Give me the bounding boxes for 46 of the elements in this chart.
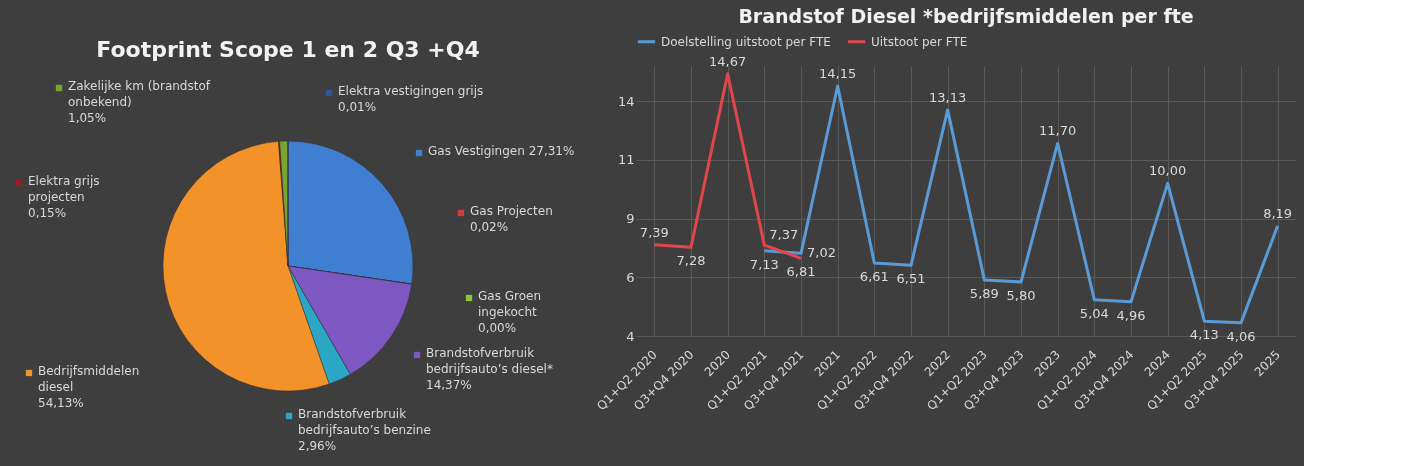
- data-label: 7,39: [639, 224, 669, 240]
- legend-label: Gas Vestigingen 27,31%: [428, 144, 575, 158]
- data-label: 7,28: [676, 253, 706, 269]
- legend-label: Brandstofverbruik bedrijfsauto’s diesel*: [426, 346, 553, 376]
- legend-label: Doelstelling uitstoot per FTE: [661, 34, 831, 49]
- data-label: 6,51: [896, 271, 926, 287]
- y-tick-label: 4: [626, 328, 635, 344]
- y-tick-label: 11: [617, 152, 635, 168]
- chart-title: Brandstof Diesel *bedrijfsmiddelen per fte: [738, 5, 1194, 27]
- text: 0,00%: [478, 321, 517, 335]
- legend-label: Brandstofverbruik bedrijfsauto’s benzine: [298, 407, 431, 437]
- y-tick-label: 6: [626, 269, 635, 285]
- y-tick-label: 9: [626, 211, 635, 227]
- legend-label: Uitstoot per FTE: [871, 34, 968, 49]
- data-label: 4,96: [1116, 307, 1146, 323]
- chart-title: Footprint Scope 1 en 2 Q3 +Q4: [96, 37, 480, 62]
- data-label: 5,89: [969, 285, 999, 301]
- data-label: 6,61: [859, 268, 889, 284]
- legend-label: Elektra grijs projecten: [28, 174, 100, 204]
- y-tick-label: 14: [617, 93, 635, 109]
- data-label: 7,02: [807, 245, 836, 261]
- data-label: 14,67: [709, 53, 747, 69]
- data-label: 6,81: [786, 264, 816, 280]
- data-label: 5,80: [1006, 288, 1036, 303]
- data-label: 7,13: [749, 256, 779, 272]
- data-label: 4,13: [1189, 327, 1219, 343]
- data-label: 13,13: [929, 89, 967, 105]
- data-label: 2,96%: [298, 439, 337, 453]
- data-label: 1,05%: [68, 111, 107, 125]
- data-label: 4,06: [1226, 328, 1256, 344]
- data-label: 11,70: [1039, 123, 1077, 139]
- data-label: 54,13%: [38, 396, 84, 410]
- data-label: 0,01%: [338, 100, 377, 114]
- legend-label: Elektra vestigingen grijs: [338, 84, 484, 98]
- data-label: 10,00: [1149, 163, 1187, 179]
- legend-label: Zakelijke km (brandstof onbekend): [68, 79, 211, 109]
- data-label: 8,19: [1263, 205, 1293, 221]
- legend-label: Bedrijfsmiddelen diesel: [38, 364, 140, 394]
- data-label: 14,37%: [426, 378, 472, 392]
- data-label: 14,15: [819, 65, 857, 81]
- data-label: 0,02%: [470, 220, 509, 234]
- legend-label: Gas Groen ingekocht: [478, 289, 542, 319]
- legend-label: Gas Projecten: [470, 204, 553, 218]
- data-label: 5,04: [1079, 305, 1109, 321]
- data-label: 7,37: [769, 227, 799, 243]
- data-label: 0,15%: [28, 206, 67, 220]
